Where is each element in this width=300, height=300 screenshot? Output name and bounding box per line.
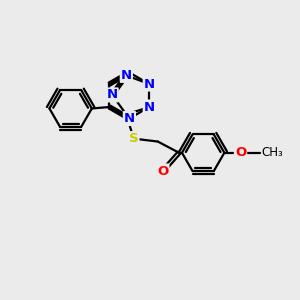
Text: CH₃: CH₃: [261, 146, 283, 159]
Text: O: O: [157, 164, 169, 178]
Text: N: N: [124, 112, 135, 125]
Text: N: N: [144, 77, 155, 91]
Text: N: N: [144, 100, 155, 113]
Text: S: S: [129, 132, 139, 145]
Text: N: N: [121, 69, 132, 82]
Text: O: O: [235, 146, 246, 159]
Text: N: N: [106, 88, 118, 101]
